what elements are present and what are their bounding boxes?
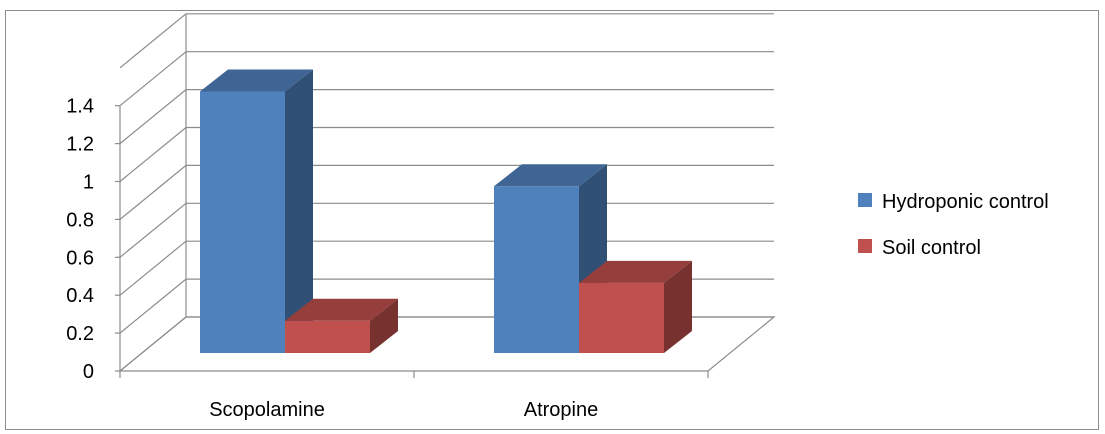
y-tick-label: 0.2 xyxy=(66,323,94,345)
bar xyxy=(579,282,664,353)
legend-swatch xyxy=(858,239,872,253)
y-tick-label: 0.8 xyxy=(66,209,94,231)
gridline-side xyxy=(119,202,187,258)
bar xyxy=(494,186,579,353)
gridline-side xyxy=(119,13,187,69)
gridline-side xyxy=(119,127,187,182)
legend-label: Hydroponic control xyxy=(882,191,1049,213)
chart-floor xyxy=(118,316,776,372)
bar-top xyxy=(494,164,607,187)
bar-top xyxy=(579,260,692,283)
legend-swatch xyxy=(858,193,872,207)
gridline-side xyxy=(119,89,187,145)
bar-side xyxy=(664,260,692,353)
bar-top xyxy=(200,69,313,92)
bar-top xyxy=(285,298,398,321)
y-tick-label: 1.2 xyxy=(66,134,94,156)
gridline-side xyxy=(119,240,187,296)
bar-side xyxy=(285,69,313,354)
y-tick-label: 1.4 xyxy=(66,96,94,118)
bar xyxy=(200,91,285,354)
gridline-side xyxy=(119,51,187,107)
x-category-label: Scopolamine xyxy=(209,399,325,421)
gridline-side xyxy=(119,278,187,334)
y-tick-label: 0.6 xyxy=(66,247,94,269)
gridline-side xyxy=(119,164,187,220)
legend-label: Soil control xyxy=(882,237,981,259)
bar xyxy=(285,320,370,353)
y-tick-label: 0.4 xyxy=(66,285,94,307)
y-tick-label: 1 xyxy=(83,172,94,194)
x-category-label: Atropine xyxy=(524,399,599,421)
bar-side xyxy=(370,298,398,353)
y-tick-label: 0 xyxy=(83,361,94,383)
